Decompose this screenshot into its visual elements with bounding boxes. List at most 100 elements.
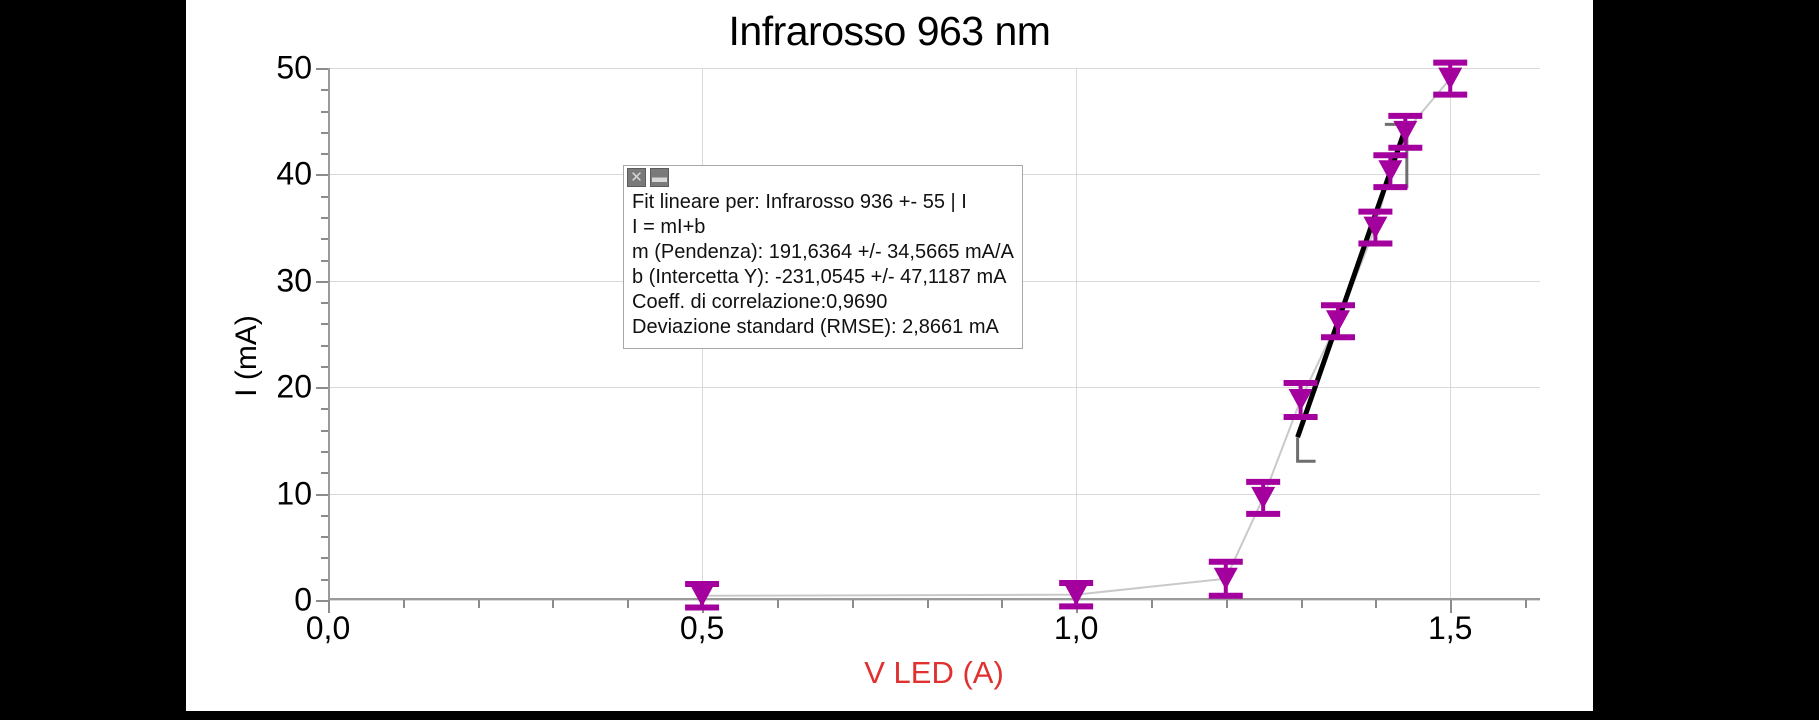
grid-line-horizontal <box>328 387 1540 389</box>
data-point[interactable] <box>1388 112 1423 151</box>
fit-line-rmse: Deviazione standard (RMSE): 2,8661 mA <box>632 316 999 338</box>
y-axis-tick <box>316 280 328 283</box>
marker-triangle-down <box>1288 388 1313 411</box>
data-point[interactable] <box>1433 59 1468 98</box>
grid-line-horizontal <box>328 600 1540 601</box>
y-axis-minor-tick <box>321 323 328 326</box>
letterbox-bar-right <box>1593 104 1819 720</box>
y-axis-tick <box>316 493 328 496</box>
letterbox-bar-bottom <box>186 711 1593 720</box>
y-axis-tick-label: 40 <box>276 155 312 192</box>
y-axis-minor-tick <box>321 195 328 198</box>
x-axis-minor-tick <box>851 600 854 608</box>
fit-callout-body: Fit lineare per: Infrarosso 936 +- 55 | … <box>624 188 1022 348</box>
x-axis-minor-tick <box>627 600 630 608</box>
x-axis-tick-label: 1,5 <box>1427 610 1473 646</box>
fit-line-equation: I = mI+b <box>632 216 706 238</box>
data-point[interactable] <box>1358 208 1393 247</box>
marker-triangle-down <box>690 584 715 607</box>
y-axis-minor-tick <box>321 557 328 560</box>
x-axis-tick-label: 0,5 <box>679 610 725 646</box>
grid-line-horizontal <box>328 68 1540 69</box>
x-axis-minor-tick <box>1150 600 1153 608</box>
x-axis-minor-tick <box>477 600 480 608</box>
y-axis-minor-tick <box>321 344 328 347</box>
data-point[interactable] <box>1283 379 1318 420</box>
x-axis-line <box>328 598 1540 600</box>
y-axis-minor-tick <box>321 110 328 113</box>
marker-triangle-down <box>1438 67 1463 90</box>
close-glyph: ✕ <box>630 169 643 186</box>
y-axis-tick <box>316 600 328 602</box>
x-axis-minor-tick <box>1525 600 1528 608</box>
y-axis-minor-tick <box>321 238 328 241</box>
x-axis-title: V LED (A) <box>864 655 1004 690</box>
plot-area[interactable]: 0 10 20 30 40 50 0,0 0,5 1,0 1,5 <box>276 50 1540 646</box>
y-axis-minor-tick <box>321 472 328 475</box>
data-point[interactable] <box>685 581 720 611</box>
data-point[interactable] <box>1373 152 1408 191</box>
fit-callout-titlebar[interactable]: ✕ ▬ <box>624 166 1022 188</box>
x-axis-minor-tick <box>1300 600 1303 608</box>
marker-triangle-down <box>1378 160 1403 183</box>
y-axis-tick-label: 30 <box>276 262 312 299</box>
y-axis-minor-tick <box>321 514 328 517</box>
close-icon[interactable]: ✕ <box>627 168 646 187</box>
letterbox-bar-left <box>0 60 186 720</box>
minimize-icon[interactable]: ▬ <box>650 168 669 187</box>
y-axis-minor-tick <box>321 153 328 156</box>
y-axis-line <box>328 68 330 600</box>
x-axis-minor-tick <box>1225 600 1228 608</box>
marker-triangle-down <box>1326 310 1350 333</box>
marker-triangle-down <box>1064 583 1089 606</box>
x-axis-tick <box>1450 600 1453 613</box>
x-axis-tick-label: 1,0 <box>1053 610 1099 646</box>
letterbox-bar-right-top <box>1593 0 1819 100</box>
y-axis-minor-tick <box>321 259 328 262</box>
y-axis-minor-tick <box>321 451 328 454</box>
y-axis-tick-label: 10 <box>276 475 312 512</box>
y-axis-tick-label: 20 <box>276 368 312 405</box>
x-axis-minor-tick <box>402 600 405 608</box>
y-axis-minor-tick <box>321 408 328 411</box>
data-point[interactable] <box>1059 579 1094 610</box>
y-axis-minor-tick <box>321 365 328 368</box>
fit-range-handle-start <box>1296 437 1316 463</box>
fit-result-callout[interactable]: ✕ ▬ Fit lineare per: Infrarosso 936 +- 5… <box>623 165 1023 349</box>
y-axis-minor-tick <box>321 536 328 539</box>
marker-triangle-down <box>1363 216 1388 239</box>
marker-triangle-down <box>1213 567 1238 590</box>
y-axis-tick <box>316 174 328 177</box>
grid-line-vertical <box>1450 68 1452 600</box>
y-axis-title: I (mA) <box>229 314 263 397</box>
data-point[interactable] <box>1246 478 1281 517</box>
letterbox-bar-left-top <box>0 0 186 56</box>
data-point[interactable] <box>1321 302 1355 341</box>
fit-line-intercept: b (Intercetta Y): -231,0545 +/- 47,1187 … <box>632 266 1007 288</box>
grid-line-horizontal <box>328 493 1540 495</box>
x-axis-minor-tick <box>926 600 929 608</box>
y-axis-minor-tick <box>321 302 328 305</box>
chart-canvas: Infrarosso 963 nm I (mA) V LED (A) 0 10 20… <box>186 0 1593 711</box>
x-axis-tick-label: 0,0 <box>305 610 351 646</box>
grid-line-vertical <box>1076 68 1078 600</box>
y-axis-minor-tick <box>321 429 328 432</box>
y-axis-minor-tick <box>321 578 328 581</box>
y-axis-minor-tick <box>321 89 328 92</box>
data-series-layer <box>685 59 1468 611</box>
fit-line-slope: m (Pendenza): 191,6364 +/- 34,5665 mA/A <box>632 241 1014 263</box>
x-axis-minor-tick <box>1001 600 1004 608</box>
y-axis-tick <box>316 68 328 70</box>
y-axis-minor-tick <box>321 216 328 219</box>
y-axis-tick <box>316 387 328 390</box>
fit-line-title: Fit lineare per: Infrarosso 936 +- 55 | … <box>632 191 967 213</box>
x-axis-tick <box>328 600 330 613</box>
x-axis-minor-tick <box>552 600 555 608</box>
y-axis-tick-label: 0 <box>294 581 312 618</box>
y-axis-tick-label: 50 <box>276 49 312 86</box>
x-axis-minor-tick <box>1375 600 1378 608</box>
data-point[interactable] <box>1208 558 1243 599</box>
x-axis-minor-tick <box>776 600 779 608</box>
y-axis-minor-tick <box>321 131 328 134</box>
